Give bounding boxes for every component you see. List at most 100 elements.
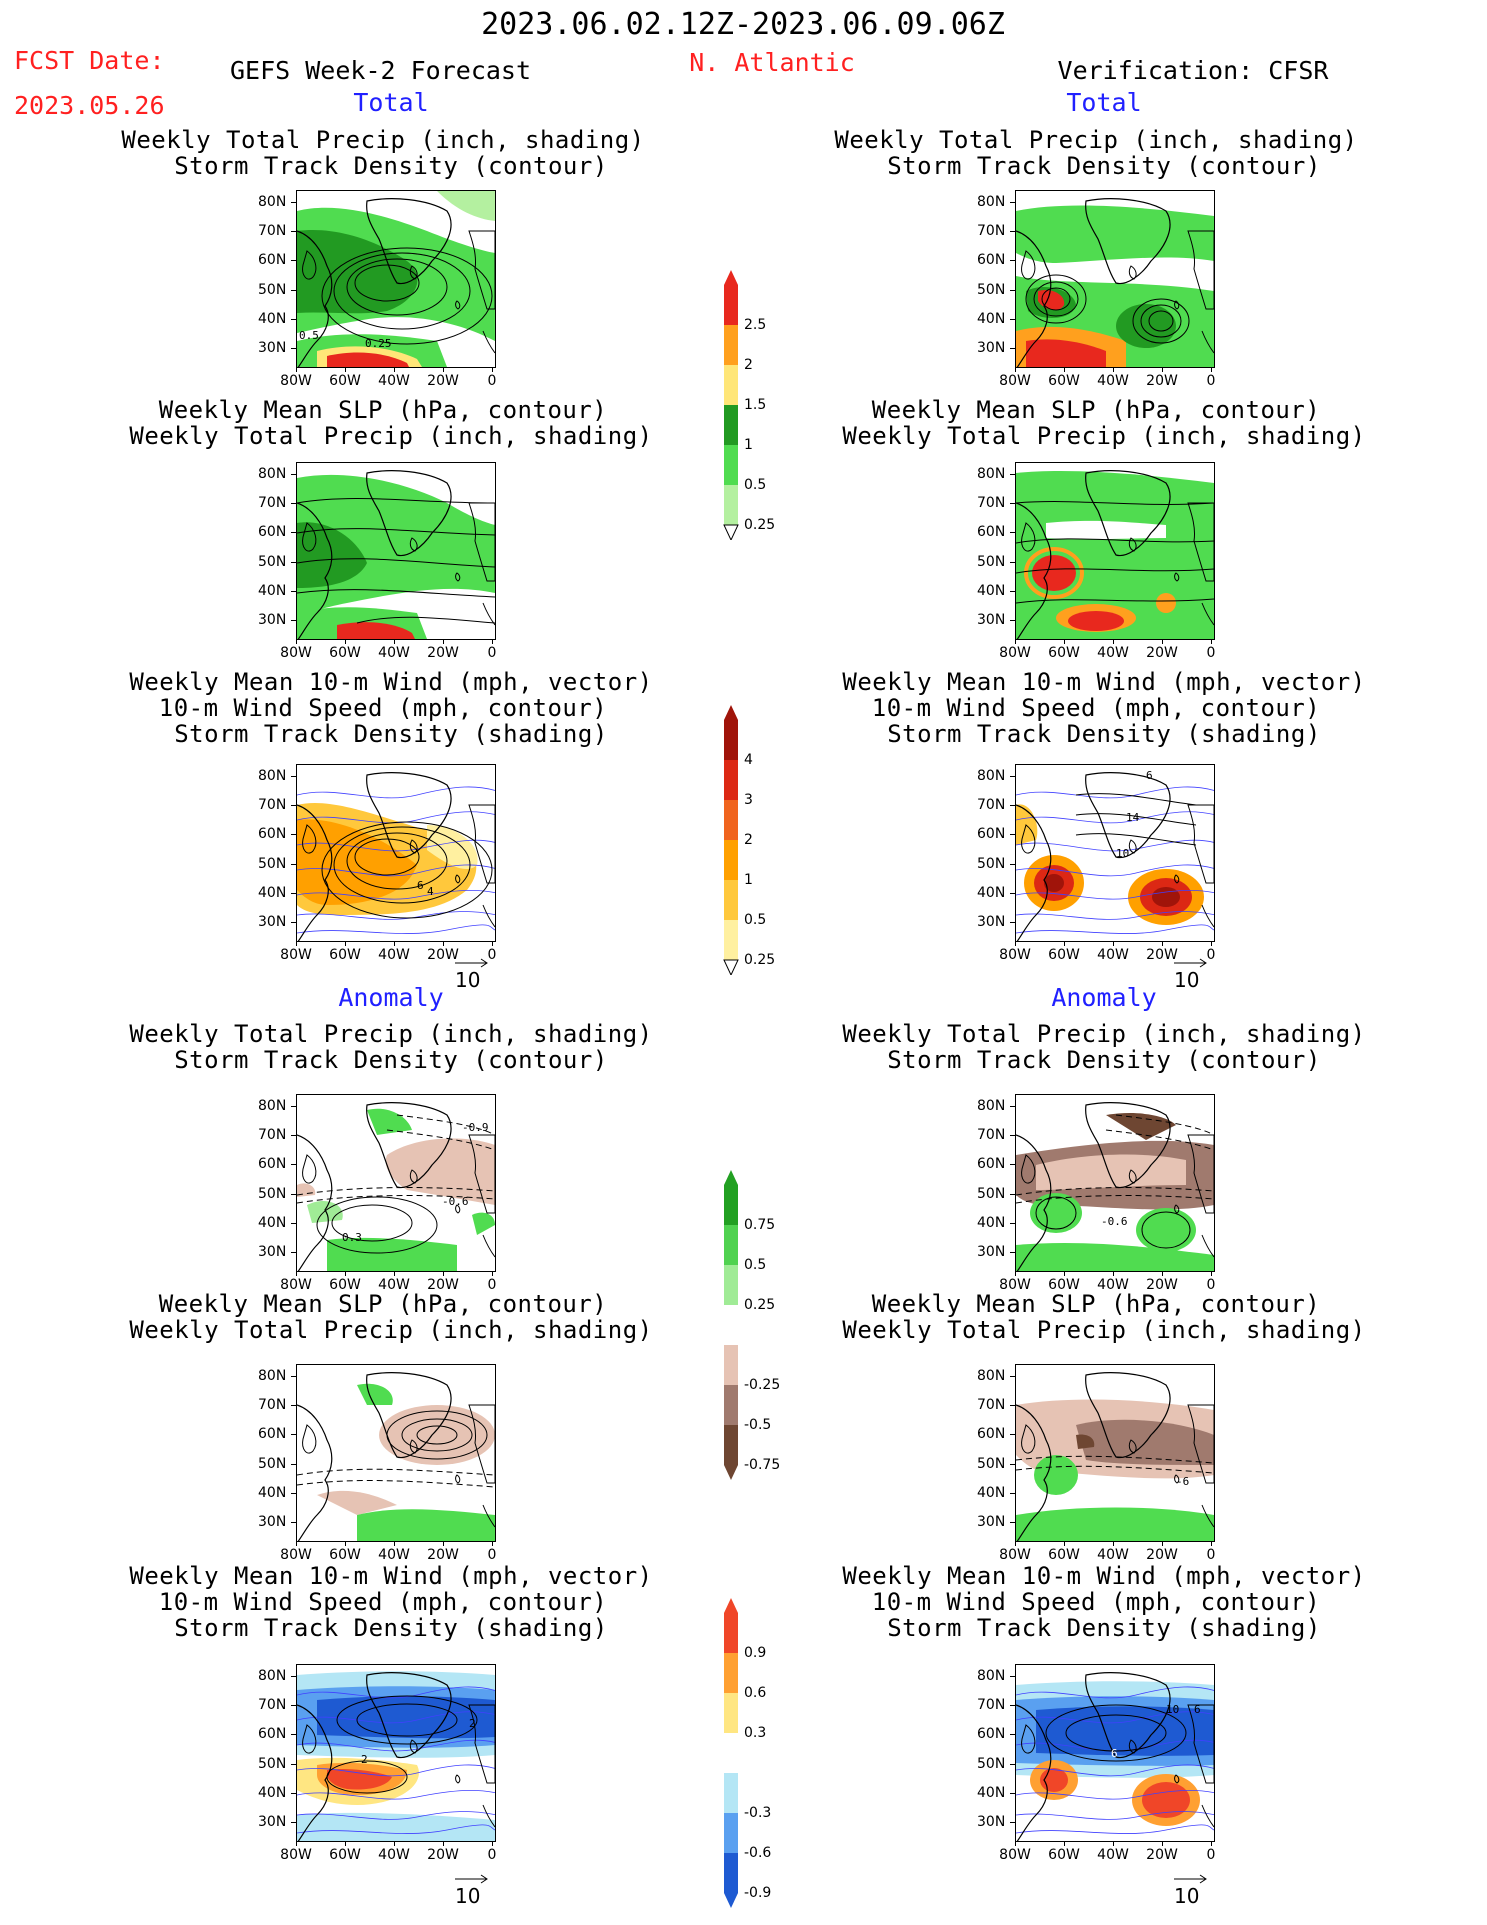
section-anomaly-left: Anomaly xyxy=(338,983,444,1012)
map-obs-precip-track-anom: -0.6 xyxy=(1015,1094,1215,1272)
lat-tick-label: 40N xyxy=(977,311,1006,327)
lon-tick-label: 60W xyxy=(329,373,361,389)
lat-tick-mark xyxy=(291,1194,296,1195)
colorbar-label: 0.9 xyxy=(744,1645,767,1661)
colorbar-svg xyxy=(724,1170,738,1480)
lat-tick-mark xyxy=(1010,922,1015,923)
lon-tick-label: 0 xyxy=(1206,1847,1216,1863)
colorbar-label: 0.5 xyxy=(744,477,767,493)
colorbar-segment xyxy=(724,1853,738,1893)
lon-tick-mark xyxy=(492,1271,493,1276)
colorbar-label: 0.25 xyxy=(744,517,776,533)
lon-tick-label: 20W xyxy=(427,1547,459,1563)
colorbar-label: 1 xyxy=(744,437,753,453)
lat-tick-mark xyxy=(1010,474,1015,475)
colorbar-cap-top xyxy=(724,270,738,285)
lat-tick-label: 80N xyxy=(258,1368,287,1384)
colorbar-segment xyxy=(724,1225,738,1265)
vector-reference-label: 10 xyxy=(1174,968,1200,992)
lon-tick-mark xyxy=(443,1271,444,1276)
vector-reference: 10 xyxy=(455,1874,491,1908)
panel-title-line: Weekly Mean SLP (hPa, contour) xyxy=(871,396,1321,424)
lon-tick-mark xyxy=(492,1841,493,1846)
panel-title-line: Weekly Total Precip (inch, shading) xyxy=(834,126,1358,154)
lon-tick-mark xyxy=(345,639,346,644)
contour-label: 14 xyxy=(1126,811,1140,824)
lat-tick-mark xyxy=(291,1764,296,1765)
lat-tick-label: 50N xyxy=(258,1756,287,1772)
lat-tick-mark xyxy=(1010,805,1015,806)
panel-title-line: Weekly Mean SLP (hPa, contour) xyxy=(871,1290,1321,1318)
lon-tick-mark xyxy=(1162,367,1163,372)
lat-tick-mark xyxy=(291,1434,296,1435)
lat-tick-label: 80N xyxy=(977,466,1006,482)
colorbar-segment xyxy=(724,760,738,800)
lat-tick-label: 60N xyxy=(977,1426,1006,1442)
lat-tick-mark xyxy=(1010,1522,1015,1523)
lon-tick-label: 20W xyxy=(1146,1547,1178,1563)
colorbar-label: -0.9 xyxy=(744,1885,772,1901)
lon-tick-mark xyxy=(1211,1541,1212,1546)
lat-tick-mark xyxy=(1010,260,1015,261)
contour-label: 6 xyxy=(1111,1747,1118,1760)
lon-tick-label: 60W xyxy=(1048,947,1080,963)
lat-tick-label: 30N xyxy=(258,1514,287,1530)
fcst-date-value: 2023.05.26 xyxy=(14,91,165,120)
colorbar-segment xyxy=(724,1653,738,1693)
colorbar-cap-bottom xyxy=(724,1893,738,1908)
colorbar-label: 0.25 xyxy=(744,952,776,968)
lon-tick-mark xyxy=(1064,1541,1065,1546)
lon-tick-label: 60W xyxy=(329,947,361,963)
lon-tick-label: 40W xyxy=(378,1277,410,1293)
colorbar-segment xyxy=(724,880,738,920)
lat-tick-mark xyxy=(1010,864,1015,865)
lon-tick-label: 80W xyxy=(999,373,1031,389)
lon-tick-label: 40W xyxy=(378,645,410,661)
lon-tick-label: 40W xyxy=(1097,1547,1129,1563)
lat-tick-label: 30N xyxy=(977,612,1006,628)
lat-tick-mark xyxy=(291,591,296,592)
colorbar-label: 1.5 xyxy=(744,397,767,413)
panel-title-line: Weekly Total Precip (inch, shading) xyxy=(842,1020,1366,1048)
colorbar-segment xyxy=(724,1305,738,1345)
lon-tick-mark xyxy=(1113,367,1114,372)
colorbar-segment xyxy=(724,1813,738,1853)
lon-tick-mark xyxy=(394,1541,395,1546)
lon-tick-label: 0 xyxy=(487,373,497,389)
colorbar-segment xyxy=(724,485,738,525)
lat-tick-mark xyxy=(291,1106,296,1107)
lat-tick-mark xyxy=(291,290,296,291)
lat-tick-mark xyxy=(1010,1405,1015,1406)
colorbar-svg xyxy=(723,705,739,977)
lon-tick-mark xyxy=(443,639,444,644)
colorbar-label: 3 xyxy=(744,792,753,808)
lat-tick-label: 70N xyxy=(977,1127,1006,1143)
lat-tick-label: 30N xyxy=(977,1514,1006,1530)
lon-tick-label: 20W xyxy=(1146,1847,1178,1863)
lon-tick-label: 40W xyxy=(378,947,410,963)
lat-tick-mark xyxy=(291,532,296,533)
lat-tick-label: 40N xyxy=(258,1485,287,1501)
colorbar-svg xyxy=(723,270,739,542)
lon-tick-label: 20W xyxy=(1146,645,1178,661)
lon-tick-mark xyxy=(345,1541,346,1546)
lon-tick-mark xyxy=(296,367,297,372)
lat-tick-mark xyxy=(1010,532,1015,533)
lon-tick-mark xyxy=(1015,367,1016,372)
colorbar-label: 0.75 xyxy=(744,1217,776,1233)
map-fcst-precip-track-anom: -0.9 -0.6 0.3 xyxy=(296,1094,496,1272)
lon-tick-mark xyxy=(1162,941,1163,946)
lat-tick-label: 40N xyxy=(977,1215,1006,1231)
lat-tick-label: 50N xyxy=(977,1456,1006,1472)
panel-title-line: 10-m Wind Speed (mph, contour) xyxy=(158,694,608,722)
lon-tick-mark xyxy=(345,367,346,372)
lat-tick-label: 60N xyxy=(977,1156,1006,1172)
lat-tick-label: 70N xyxy=(977,495,1006,511)
colorbar-cap-top xyxy=(724,705,738,720)
lat-tick-label: 50N xyxy=(977,1756,1006,1772)
lat-tick-mark xyxy=(1010,1734,1015,1735)
lon-tick-label: 40W xyxy=(1097,1277,1129,1293)
lon-tick-mark xyxy=(1015,639,1016,644)
lat-tick-mark xyxy=(1010,1764,1015,1765)
panel-title-line: Storm Track Density (contour) xyxy=(174,152,608,180)
